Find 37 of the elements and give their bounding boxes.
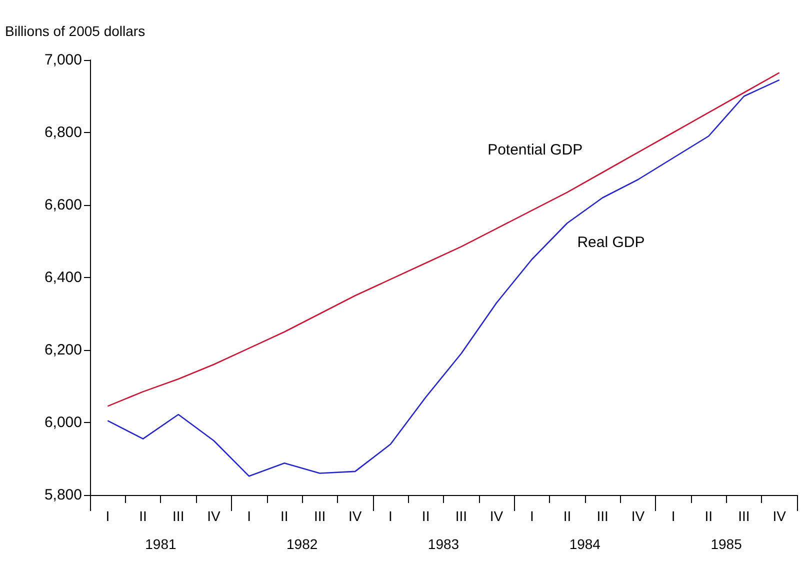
y-tick-label: 6,600 bbox=[44, 196, 82, 214]
series-label: Real GDP bbox=[577, 234, 645, 252]
x-tick-label: II bbox=[422, 508, 430, 524]
y-tick-label: 6,200 bbox=[44, 342, 82, 358]
line-series bbox=[107, 79, 780, 477]
x-tick-label: I bbox=[388, 508, 392, 524]
x-tick-label: I bbox=[106, 508, 110, 524]
x-tick-label: II bbox=[280, 508, 288, 524]
x-tick-label: I bbox=[247, 508, 252, 524]
x-tick-label: IV bbox=[631, 508, 646, 524]
text: 1982 bbox=[286, 536, 318, 552]
y-tick-label: 5,800 bbox=[44, 486, 82, 504]
text: 1981 bbox=[145, 536, 176, 552]
y-tick-label: 7,000 bbox=[44, 52, 82, 68]
x-tick-label: III bbox=[738, 508, 750, 524]
text: 1983 bbox=[428, 536, 460, 552]
x-tick-label: II bbox=[139, 508, 147, 524]
x-tick-label: III bbox=[455, 508, 468, 524]
x-tick-label: II bbox=[563, 508, 572, 524]
x-tick-label: III bbox=[172, 508, 184, 524]
text: 1984 bbox=[569, 536, 601, 552]
x-tick-label: II bbox=[704, 508, 713, 524]
x-tick-label: I bbox=[671, 508, 676, 524]
line-series bbox=[107, 72, 780, 407]
y-tick-label: 6,800 bbox=[44, 124, 82, 141]
x-tick-label: III bbox=[314, 508, 326, 524]
x-tick-label: IV bbox=[348, 508, 362, 524]
x-tick-label: IV bbox=[490, 508, 504, 524]
series-label: Potential GDP bbox=[488, 141, 583, 158]
x-tick-label: IV bbox=[772, 508, 787, 524]
y-tick-label: 6,400 bbox=[44, 269, 82, 286]
text: 1985 bbox=[710, 536, 742, 552]
y-tick-label: 6,000 bbox=[44, 414, 82, 431]
x-tick-label: IV bbox=[207, 508, 221, 524]
y-axis-title: Billions of 2005 dollars bbox=[5, 23, 146, 39]
x-tick-label: III bbox=[596, 508, 608, 524]
x-tick-label: I bbox=[530, 508, 534, 524]
